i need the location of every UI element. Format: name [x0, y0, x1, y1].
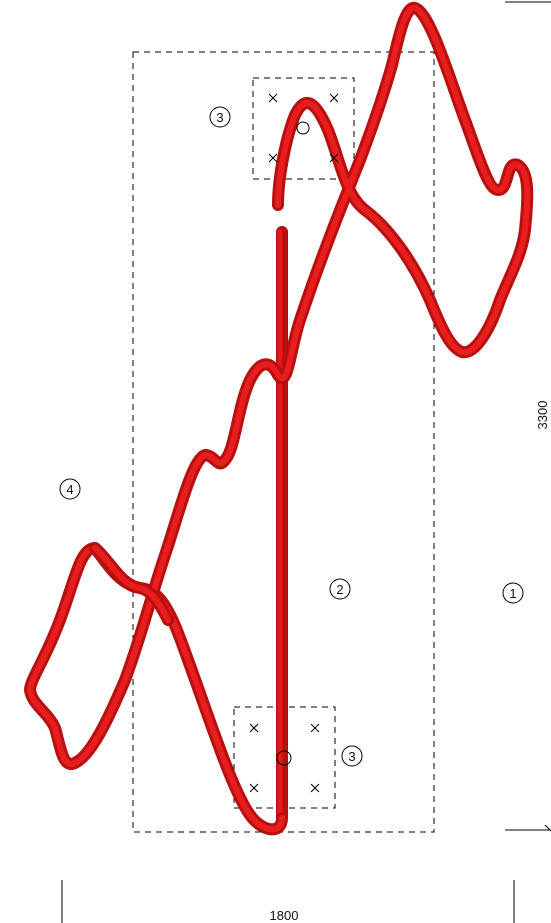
- cross-marker: [249, 783, 259, 793]
- label-anchor-zone-top: 3: [209, 106, 231, 128]
- label-sensor-path: 4: [59, 478, 81, 500]
- anchor-circle-bottom: [276, 750, 292, 766]
- inner-region-boundary: [132, 51, 435, 833]
- sensor-path: [24, 2, 534, 836]
- svg-text:3: 3: [348, 749, 355, 764]
- anchor-markers-top: [268, 93, 339, 163]
- bottom-right-corner-mark: [544, 824, 551, 832]
- anchor-zone-top-box: [252, 77, 355, 180]
- anchor-circle-top: [296, 121, 310, 135]
- label-outer-region: 1: [502, 582, 524, 604]
- label-anchor-zone-bottom: 3: [341, 745, 363, 767]
- svg-text:4: 4: [66, 482, 73, 497]
- svg-text:2: 2: [336, 582, 343, 597]
- cross-marker: [268, 153, 278, 163]
- anchor-markers-bottom: [249, 723, 320, 793]
- cross-marker: [268, 93, 278, 103]
- cross-marker: [310, 783, 320, 793]
- cross-marker: [310, 723, 320, 733]
- height-dimension-label: 3300: [535, 401, 550, 430]
- cross-marker: [329, 153, 339, 163]
- label-inner-region: 2: [329, 578, 351, 600]
- svg-text:1: 1: [509, 586, 516, 601]
- svg-text:3: 3: [216, 110, 223, 125]
- anchor-zone-bottom-box: [233, 706, 336, 809]
- cross-marker: [329, 93, 339, 103]
- cross-marker: [249, 723, 259, 733]
- width-dimension-label: 1800: [270, 908, 299, 923]
